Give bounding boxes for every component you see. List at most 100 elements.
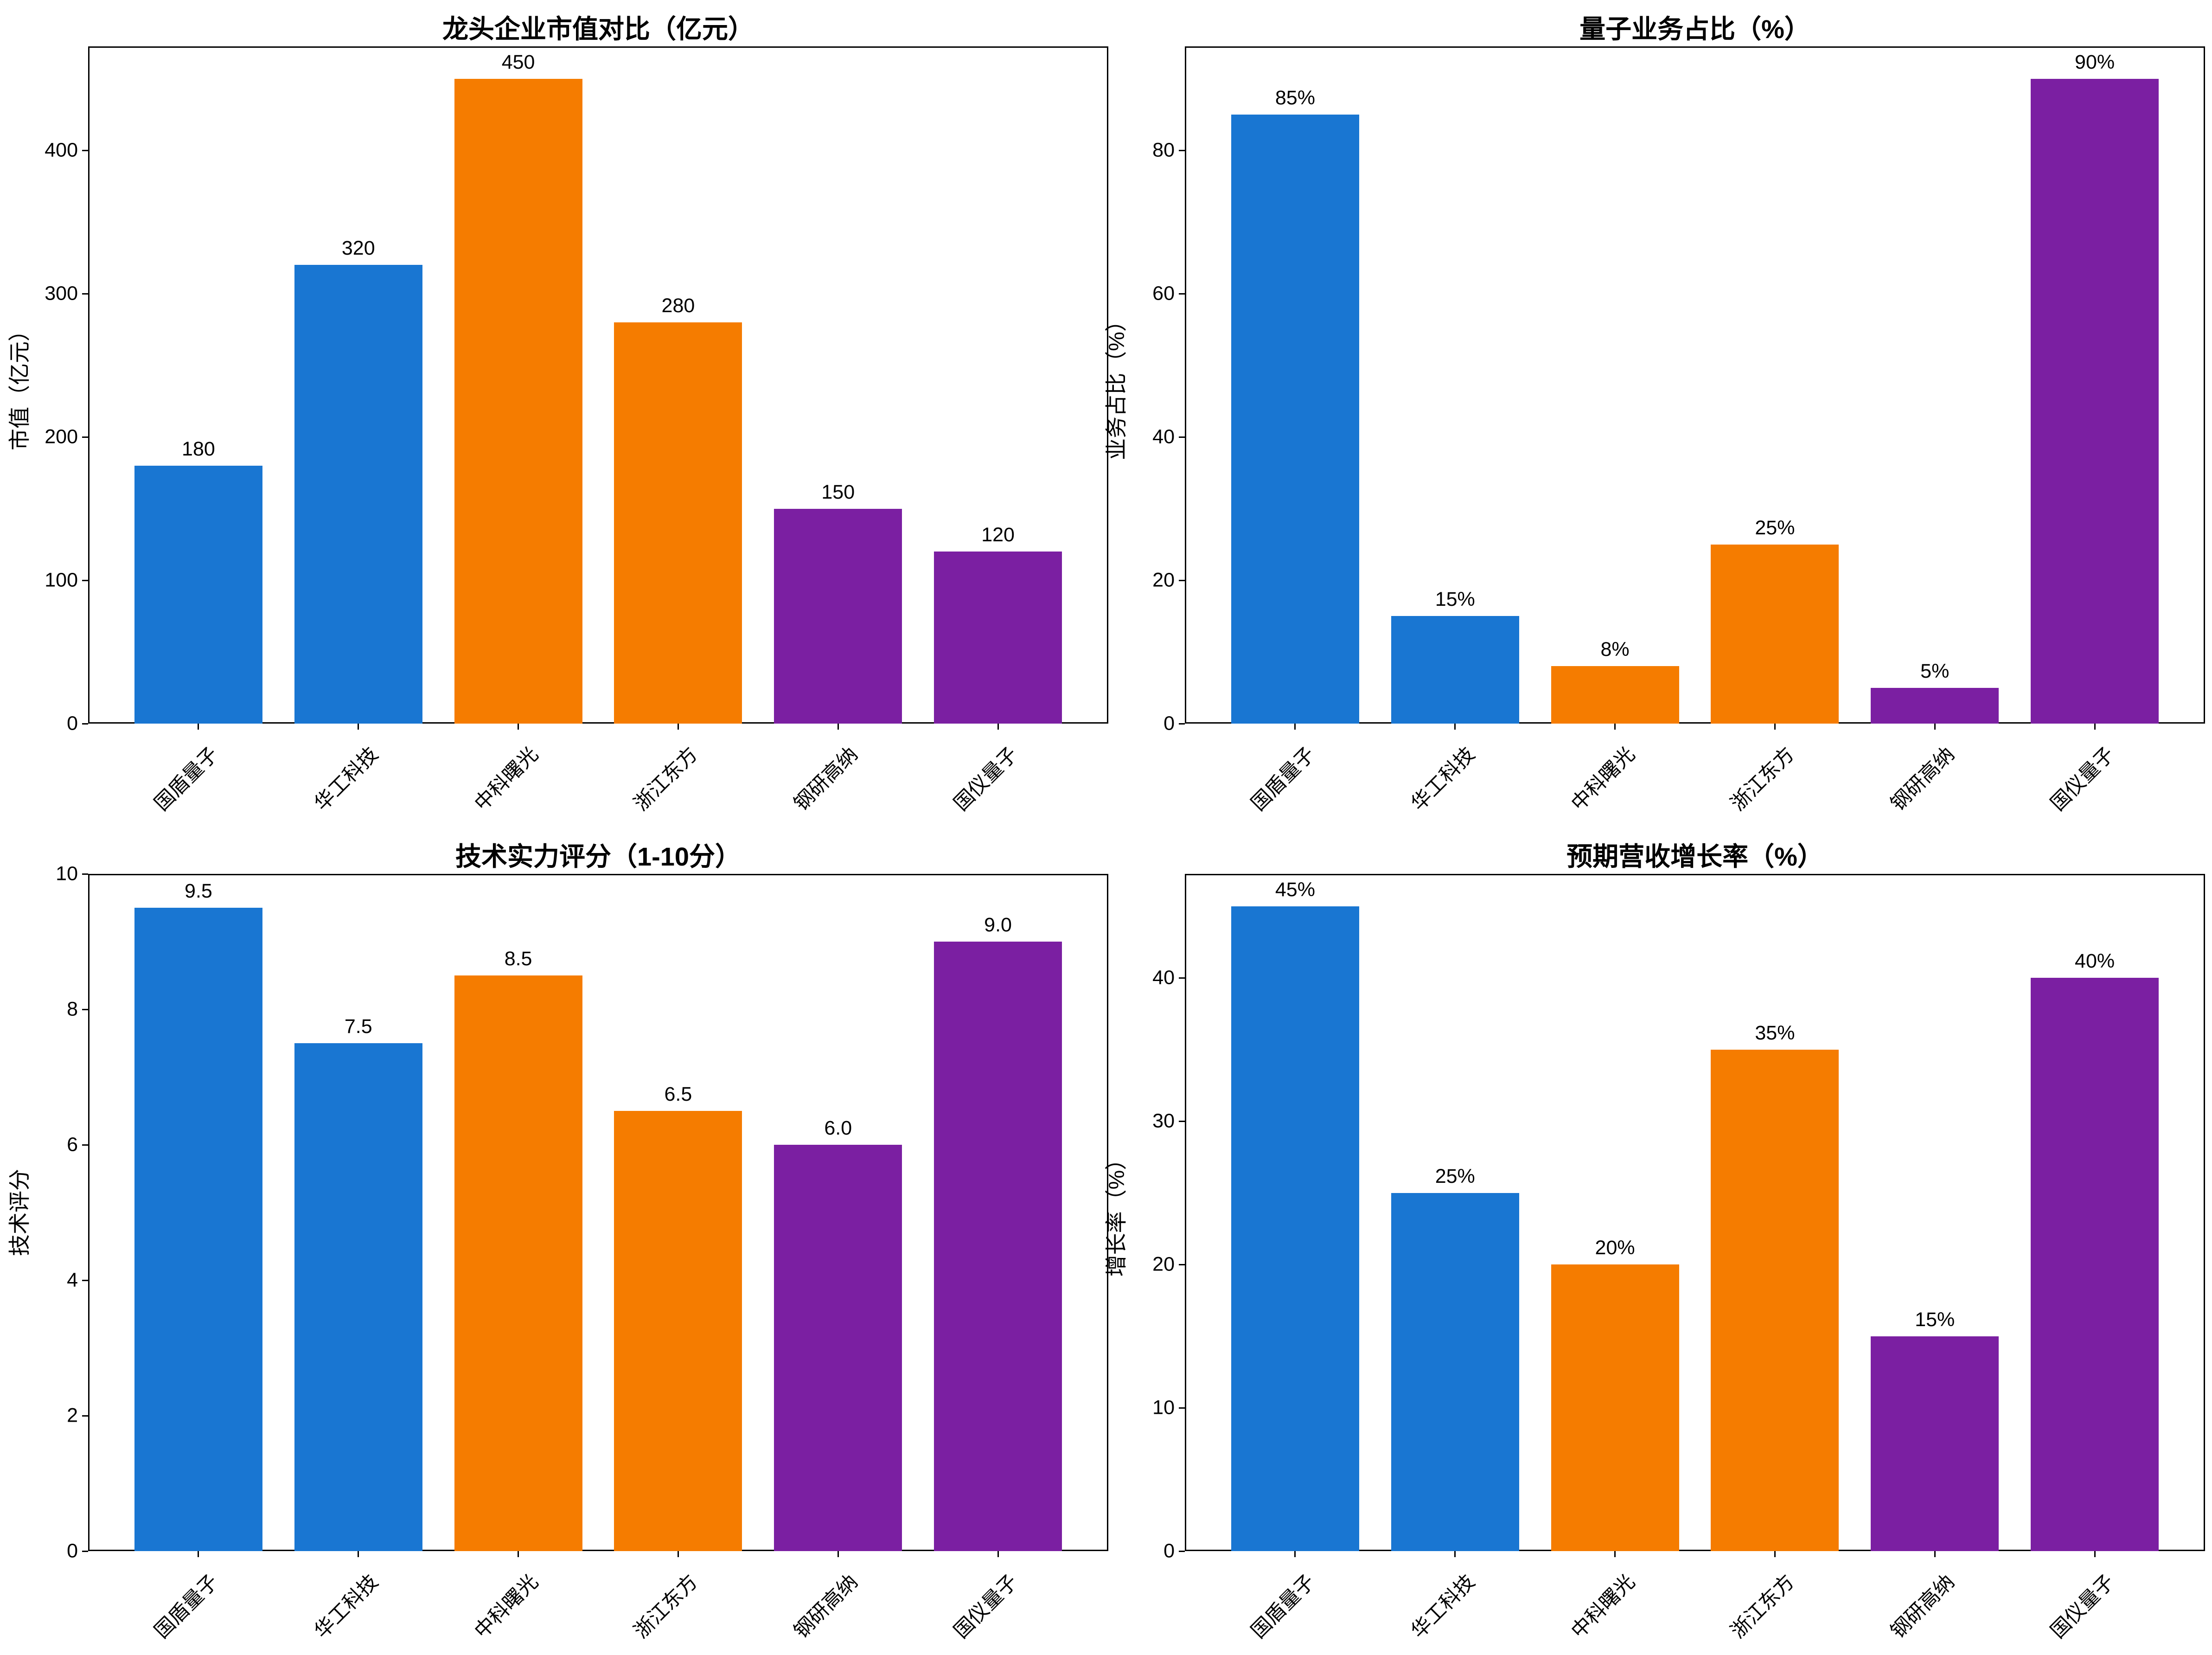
x-tick-label: 浙江东方 <box>630 1570 703 1643</box>
y-tick-label: 30 <box>1152 1110 1175 1132</box>
x-tick-mark <box>358 1551 359 1557</box>
x-tick-mark <box>358 724 359 730</box>
bar-value-label: 90% <box>2075 51 2115 73</box>
bar-value-label: 5% <box>1920 660 1950 682</box>
y-tick-label: 400 <box>45 139 78 161</box>
y-tick-label: 0 <box>1164 1540 1175 1562</box>
y-tick-mark <box>1179 1407 1185 1409</box>
bar-value-label: 9.5 <box>185 880 212 902</box>
bar-浙江东方 <box>614 1111 742 1551</box>
x-tick-mark <box>198 1551 199 1557</box>
y-tick-mark <box>82 149 88 151</box>
chart-title: 预期营收增长率（%） <box>1566 842 1823 871</box>
y-tick-mark <box>82 436 88 438</box>
bar-华工科技 <box>294 265 422 724</box>
bar-value-label: 25% <box>1435 1165 1475 1187</box>
bar-钢研高纳 <box>1871 1336 1999 1551</box>
x-tick-mark <box>997 724 999 730</box>
y-tick-mark <box>1179 579 1185 581</box>
bar-国仪量子 <box>2031 978 2159 1551</box>
bar-华工科技 <box>294 1043 422 1551</box>
bar-value-label: 15% <box>1915 1308 1955 1331</box>
bar-国仪量子 <box>934 552 1062 724</box>
x-tick-label: 国仪量子 <box>2046 743 2119 815</box>
bar-浙江东方 <box>614 322 742 724</box>
bar-国盾量子 <box>134 908 262 1551</box>
y-tick-mark <box>1179 1264 1185 1265</box>
bar-钢研高纳 <box>774 508 902 724</box>
bar-中科曙光 <box>454 78 582 724</box>
x-tick-mark <box>1774 1551 1776 1557</box>
y-tick-mark <box>1179 977 1185 979</box>
x-tick-mark <box>1934 724 1936 730</box>
bar-value-label: 150 <box>821 481 855 503</box>
bar-国盾量子 <box>1231 114 1359 724</box>
x-tick-label: 中科曙光 <box>1566 743 1639 815</box>
x-tick-label: 浙江东方 <box>1726 1570 1799 1643</box>
bar-value-label: 120 <box>981 524 1015 546</box>
y-tick-label: 4 <box>67 1269 78 1291</box>
bar-国仪量子 <box>2031 78 2159 724</box>
x-tick-label: 华工科技 <box>1406 1570 1479 1643</box>
x-tick-label: 国盾量子 <box>1247 743 1319 815</box>
y-tick-mark <box>1179 149 1185 151</box>
chart-title: 量子业务占比（%） <box>1579 14 1810 44</box>
x-tick-label: 国盾量子 <box>150 743 223 815</box>
y-tick-label: 80 <box>1152 139 1175 161</box>
bar-value-label: 280 <box>661 294 695 317</box>
x-tick-label: 中科曙光 <box>470 743 543 815</box>
y-tick-label: 6 <box>67 1133 78 1156</box>
y-tick-mark <box>82 1415 88 1417</box>
y-tick-label: 20 <box>1152 1253 1175 1276</box>
x-tick-label: 浙江东方 <box>1726 743 1799 815</box>
y-tick-mark <box>82 293 88 295</box>
bar-value-label: 450 <box>501 51 535 73</box>
x-tick-label: 国仪量子 <box>2046 1570 2119 1643</box>
bar-value-label: 40% <box>2075 950 2115 973</box>
bar-国盾量子 <box>134 465 262 724</box>
x-tick-mark <box>1294 724 1296 730</box>
x-tick-label: 华工科技 <box>310 1570 383 1643</box>
y-tick-label: 0 <box>67 1540 78 1562</box>
x-tick-label: 华工科技 <box>1406 743 1479 815</box>
x-tick-mark <box>837 1551 839 1557</box>
bar-中科曙光 <box>1551 666 1679 724</box>
bar-value-label: 45% <box>1275 878 1315 901</box>
y-tick-mark <box>82 1279 88 1281</box>
x-tick-label: 中科曙光 <box>1566 1570 1639 1643</box>
x-tick-mark <box>1454 724 1456 730</box>
y-tick-label: 0 <box>67 712 78 735</box>
y-tick-mark <box>1179 1550 1185 1552</box>
chart-title: 龙头企业市值对比（亿元） <box>442 14 754 44</box>
y-tick-label: 300 <box>45 282 78 305</box>
y-tick-label: 2 <box>67 1404 78 1427</box>
y-tick-label: 200 <box>45 425 78 448</box>
x-tick-mark <box>997 1551 999 1557</box>
y-tick-mark <box>82 873 88 875</box>
y-tick-mark <box>82 723 88 725</box>
y-tick-mark <box>1179 436 1185 438</box>
bar-value-label: 9.0 <box>984 914 1012 936</box>
chart-title: 技术实力评分（1-10分） <box>455 842 742 871</box>
y-tick-mark <box>1179 293 1185 295</box>
y-tick-label: 0 <box>1164 712 1175 735</box>
y-axis-label: 技术评分 <box>7 1169 32 1256</box>
bar-浙江东方 <box>1711 1049 1839 1551</box>
y-tick-mark <box>82 1008 88 1010</box>
x-tick-mark <box>518 724 519 730</box>
x-tick-label: 国盾量子 <box>150 1570 223 1643</box>
x-tick-label: 钢研高纳 <box>790 743 862 815</box>
x-tick-label: 浙江东方 <box>630 743 703 815</box>
x-tick-label: 钢研高纳 <box>1886 743 1959 815</box>
bar-华工科技 <box>1391 1193 1519 1551</box>
x-tick-mark <box>837 724 839 730</box>
x-tick-mark <box>2094 724 2096 730</box>
x-tick-label: 国盾量子 <box>1247 1570 1319 1643</box>
bar-中科曙光 <box>454 975 582 1551</box>
bar-value-label: 7.5 <box>344 1015 372 1038</box>
bar-value-label: 6.5 <box>664 1083 692 1105</box>
y-axis-label: 增长率（%） <box>1104 1148 1129 1277</box>
x-tick-mark <box>1454 1551 1456 1557</box>
x-tick-mark <box>2094 1551 2096 1557</box>
